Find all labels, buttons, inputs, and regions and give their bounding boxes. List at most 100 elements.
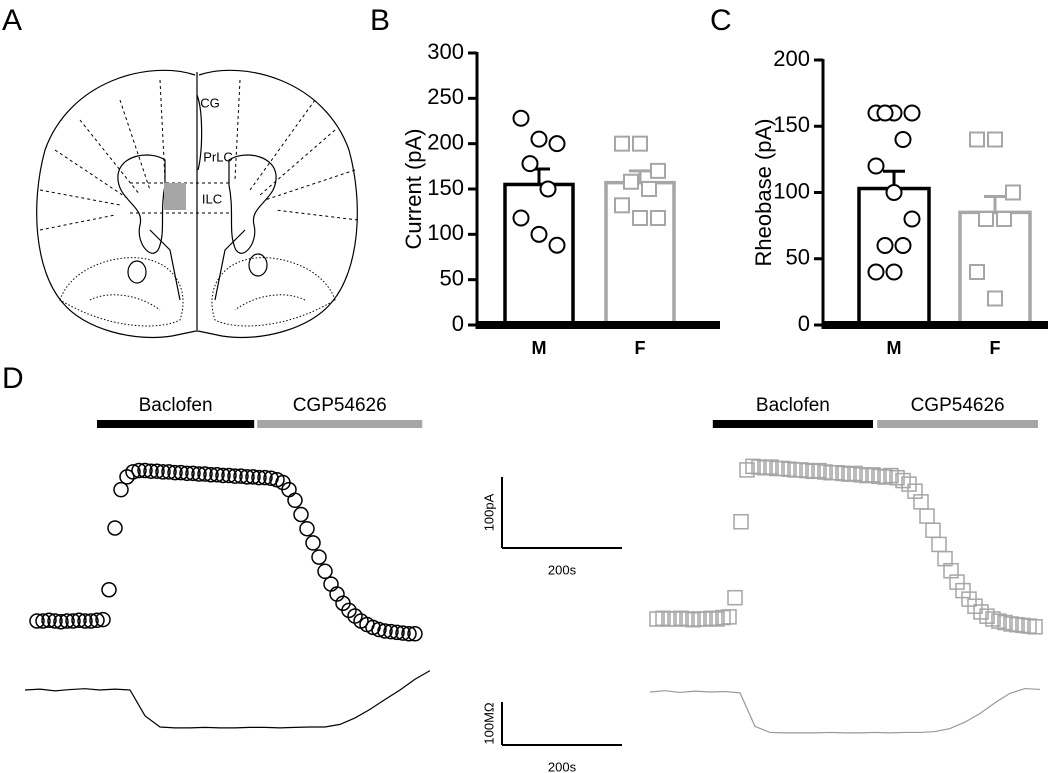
data-point [943, 562, 959, 579]
data-point [395, 625, 411, 641]
data-point [978, 211, 994, 227]
data-point [876, 104, 894, 122]
data-point [969, 264, 985, 280]
data-point [991, 613, 1007, 629]
data-point [209, 466, 225, 483]
brain-section [36, 69, 359, 339]
data-point [149, 463, 165, 479]
data-point [847, 465, 863, 482]
data-point [721, 609, 737, 625]
data-point [739, 462, 755, 478]
data-point [311, 549, 327, 565]
data-point [95, 611, 111, 628]
data-point [931, 536, 947, 553]
y-axis-label: Rheobase (pA) [751, 119, 776, 267]
data-point [985, 611, 1001, 627]
data-point [521, 155, 539, 173]
y-tick-label: 0 [452, 311, 464, 336]
panel-label: D [2, 362, 24, 395]
bar [503, 182, 575, 327]
treatment-label: CGP54626 [911, 395, 1005, 416]
data-point [865, 467, 881, 483]
data-point [47, 613, 63, 629]
data-point [883, 467, 899, 484]
data-point [996, 211, 1012, 227]
data-point [155, 464, 171, 480]
data-point [895, 472, 911, 489]
data-point [317, 563, 333, 580]
data-point [937, 550, 953, 567]
y-tick-label: 250 [427, 84, 464, 109]
scale-label: 100pA [481, 493, 496, 531]
data-point [530, 225, 548, 243]
data-point [107, 520, 123, 536]
data-point [239, 469, 255, 485]
region-label: PrLC [203, 149, 233, 164]
data-point [919, 508, 935, 524]
data-point [885, 184, 903, 201]
data-point [113, 481, 129, 498]
data-point [955, 582, 971, 599]
data-point [867, 157, 885, 175]
y-tick-label: 50 [786, 245, 810, 270]
y-tick-label: 50 [440, 265, 464, 290]
data-point [299, 520, 315, 537]
data-point [173, 464, 189, 481]
data-point [614, 135, 630, 152]
data-point [143, 463, 159, 479]
data-point [548, 135, 566, 153]
resistance-trace [649, 687, 1041, 734]
resistance-trace [24, 670, 431, 729]
data-point [885, 263, 903, 281]
data-point [65, 613, 81, 629]
data-point [245, 469, 261, 485]
data-point [407, 626, 423, 642]
data-point [371, 621, 387, 638]
data-point [969, 131, 985, 148]
data-point [161, 464, 177, 480]
data-point [191, 466, 207, 482]
y-tick-label: 0 [798, 311, 810, 336]
data-point [293, 506, 309, 523]
panel-label: B [370, 4, 390, 37]
y-tick-label: 300 [427, 39, 464, 64]
y-tick-label: 150 [427, 175, 464, 200]
data-point [257, 469, 273, 486]
data-point [877, 469, 893, 485]
data-point [632, 210, 648, 227]
data-point [137, 462, 153, 479]
x-tick-label: M [532, 338, 547, 358]
data-point [221, 467, 237, 484]
data-point [623, 173, 639, 190]
x-tick-label: F [990, 338, 1001, 358]
data-point [539, 180, 557, 198]
y-tick-label: 200 [427, 129, 464, 154]
data-point [377, 623, 393, 639]
y-tick-label: 200 [773, 46, 810, 71]
data-point [641, 181, 657, 197]
data-point [727, 589, 743, 606]
data-point [530, 130, 548, 148]
data-point [876, 237, 894, 254]
error-bar [629, 169, 651, 183]
data-point [179, 465, 195, 482]
y-tick-label: 100 [773, 178, 810, 203]
x-tick-label: M [887, 338, 902, 358]
data-point [903, 210, 921, 228]
data-point [650, 162, 666, 179]
data-point [59, 613, 75, 629]
data-point [89, 612, 105, 629]
data-point [867, 263, 885, 281]
bar [857, 186, 931, 327]
data-point [101, 582, 117, 598]
data-point [131, 462, 147, 479]
data-point [251, 469, 267, 486]
data-point [709, 611, 725, 627]
data-point [987, 290, 1003, 307]
y-tick-label: 150 [773, 112, 810, 137]
data-point [925, 522, 941, 538]
data-point [227, 468, 243, 484]
data-point [389, 624, 405, 641]
treatment-label: CGP54626 [293, 395, 387, 416]
treatment-label: Baclofen [756, 395, 830, 416]
